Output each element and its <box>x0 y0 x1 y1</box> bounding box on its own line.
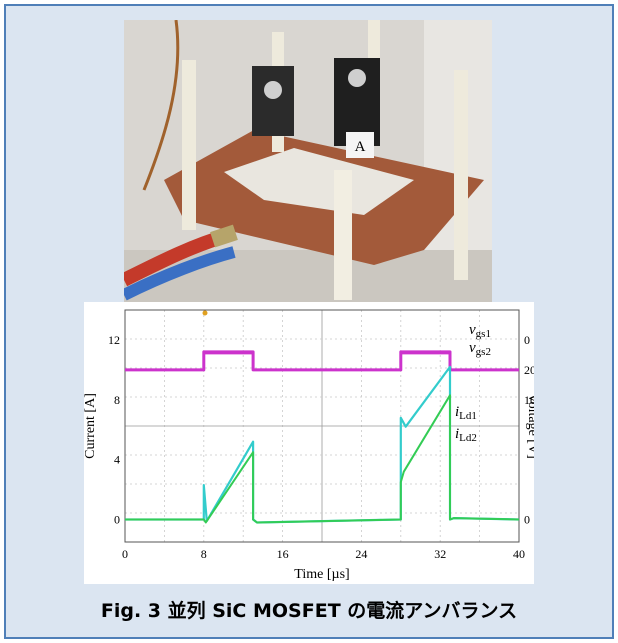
left-tick-label: 8 <box>114 393 120 407</box>
traces <box>125 350 520 524</box>
label-a-text: A <box>355 139 366 155</box>
power-cable-blue <box>124 246 236 301</box>
x-tick-labels: 0 8 16 24 32 40 <box>122 547 525 561</box>
standoff-post-front <box>334 170 352 300</box>
y-axis-right-label: Voltage [V] <box>525 393 534 458</box>
left-tick-label: 4 <box>114 453 120 467</box>
figure-caption: Fig. 3 並列 SiC MOSFET の電流アンバランス <box>100 600 518 622</box>
left-tick-label: 12 <box>108 333 120 347</box>
mosfet-2-tab-hole <box>348 69 366 87</box>
right-tick-label: 0 <box>524 333 530 347</box>
standoff-post-left <box>182 60 196 230</box>
label-a-sticker <box>346 132 374 158</box>
mosfet-1-tab-hole <box>264 81 282 99</box>
chart-grid <box>125 310 519 542</box>
x-tick-label: 32 <box>434 547 446 561</box>
x-tick-label: 16 <box>277 547 289 561</box>
cable-ferrule <box>210 224 238 248</box>
right-tick-label: 10 <box>524 393 534 407</box>
x-tick-label: 40 <box>513 547 525 561</box>
left-tick-label: 0 <box>114 513 120 527</box>
x-tick-label: 0 <box>122 547 128 561</box>
vgs1-label: vgs1 <box>469 322 491 340</box>
x-tick-label: 8 <box>201 547 207 561</box>
standoff-post-right <box>454 70 468 280</box>
plot-frame <box>124 309 520 543</box>
vgs2-label: vgs2 <box>469 340 491 358</box>
x-axis-label: Time [µs] <box>294 567 349 582</box>
fixture-photo: A <box>124 20 492 302</box>
x-tick-label: 24 <box>355 547 367 561</box>
y-axis-left-label: Current [A] <box>84 393 98 459</box>
iLd1-label: iLd1 <box>455 404 477 422</box>
right-tick-labels: 0 20 10 0 <box>524 333 534 527</box>
right-tick-label: 0 <box>524 513 530 527</box>
left-tick-labels: 0 4 8 12 <box>108 333 120 527</box>
waveform-chart: 0 8 16 24 32 40 0 4 8 12 0 20 10 0 Time [µs] Curren… <box>84 302 534 584</box>
signal-wire <box>142 20 180 191</box>
mosfet-package-1 <box>252 66 294 136</box>
trigger-marker <box>202 310 208 316</box>
photo-floor <box>124 250 492 302</box>
iLd2-label: iLd2 <box>455 426 477 444</box>
trace-iLd2 <box>125 394 520 524</box>
right-tick-label: 20 <box>524 363 534 377</box>
pcb-cutout <box>224 148 414 215</box>
trace-vgs2 <box>125 352 519 371</box>
